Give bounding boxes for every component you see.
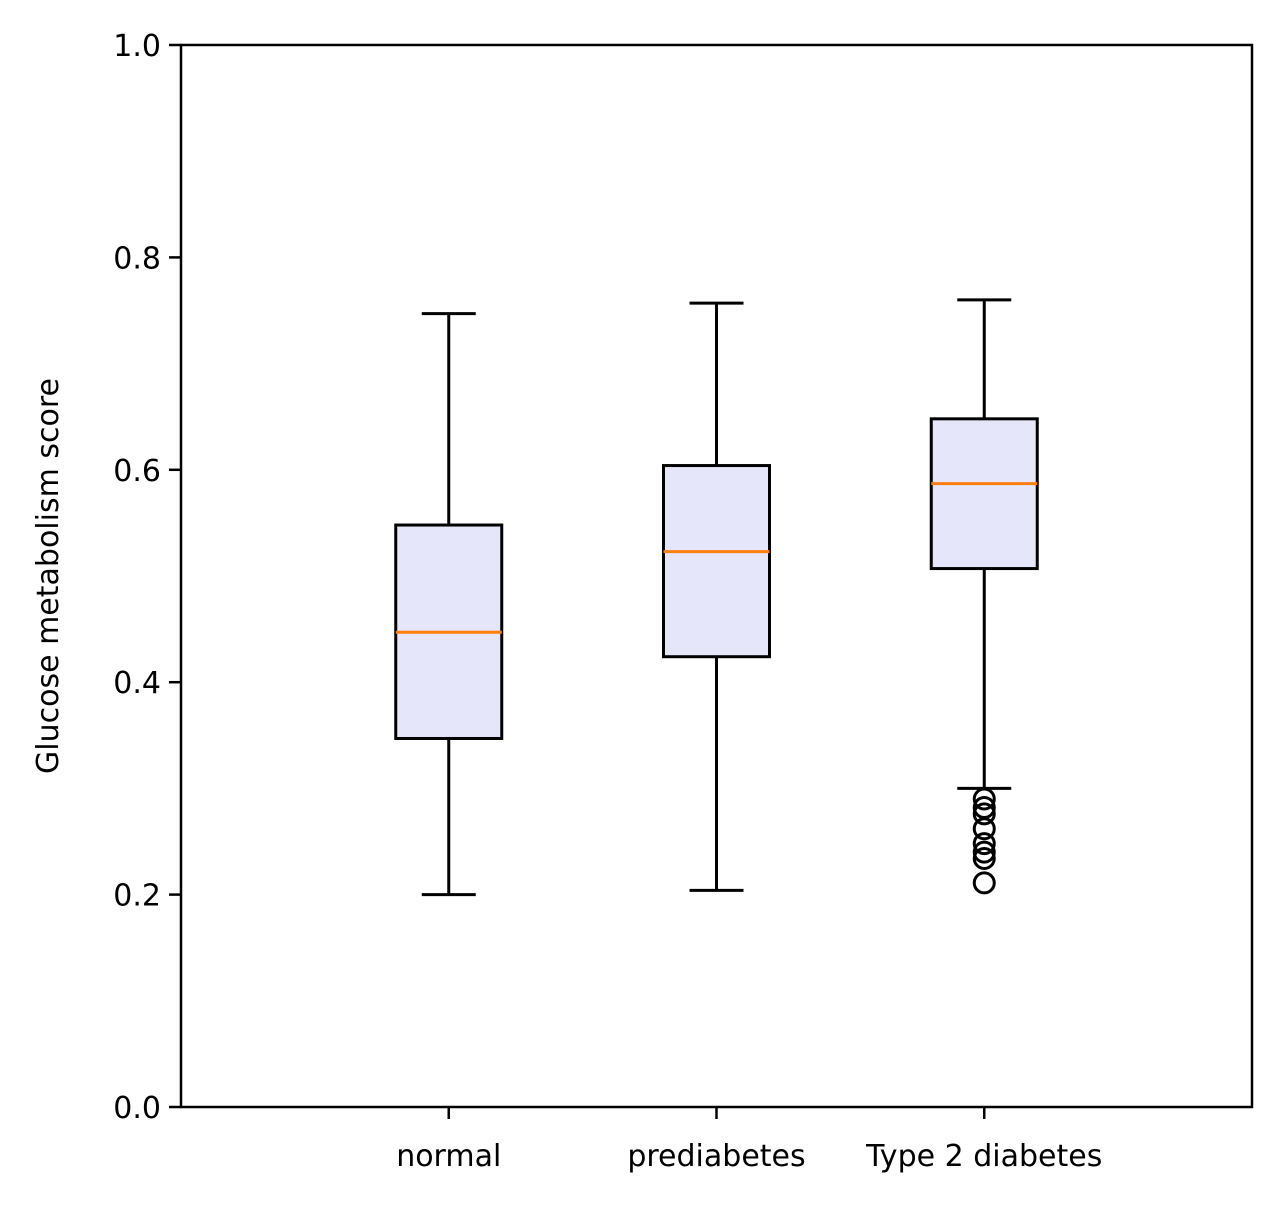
y-axis-label: Glucose metabolism score <box>31 378 66 774</box>
outlier-point <box>972 802 996 826</box>
plot-area: 0.0 0.2 0.4 0.6 0.8 1.0 normal prediabetes Type … <box>113 29 1254 1174</box>
outlier-point <box>972 832 996 856</box>
x-tick-label: Type 2 diabetes <box>865 1139 1102 1174</box>
y-tick-label: 0.6 <box>113 454 161 489</box>
y-tick-label: 0.2 <box>113 879 161 914</box>
box-iqr <box>929 417 1039 571</box>
outlier-point <box>972 817 996 841</box>
x-tick-label: normal <box>396 1139 501 1174</box>
outlier-point <box>972 840 996 864</box>
box-iqr <box>662 464 771 659</box>
y-tick-label: 0.8 <box>113 241 161 276</box>
outlier-point <box>972 846 996 870</box>
y-tick-label: 1.0 <box>113 29 161 64</box>
outlier-point <box>972 871 996 895</box>
y-tick-label: 0.0 <box>113 1091 161 1126</box>
y-tick-label: 0.4 <box>113 666 161 701</box>
x-tick-label: prediabetes <box>627 1139 805 1174</box>
outlier-point <box>972 787 996 811</box>
